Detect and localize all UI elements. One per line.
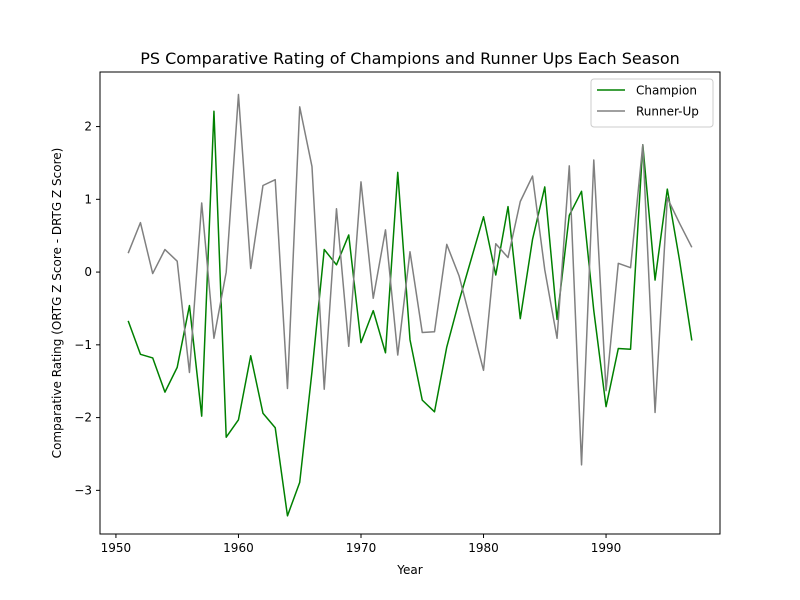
legend-box bbox=[590, 78, 714, 128]
x-tick-label: 1990 bbox=[591, 541, 622, 555]
legend: Champion Runner-Up bbox=[590, 78, 714, 128]
y-tick-label: −1 bbox=[74, 338, 92, 352]
x-axis: 1950 1960 1970 1980 1990 bbox=[101, 534, 622, 555]
y-tick-label: 1 bbox=[84, 192, 92, 206]
x-tick-label: 1970 bbox=[346, 541, 377, 555]
y-tick-label: −3 bbox=[74, 483, 92, 497]
x-tick-label: 1980 bbox=[468, 541, 499, 555]
axes-frame bbox=[99, 71, 721, 535]
x-axis-label: Year bbox=[396, 563, 422, 577]
legend-label-runner-up: Runner-Up bbox=[636, 105, 699, 119]
y-tick-label: 0 bbox=[84, 265, 92, 279]
x-tick-label: 1950 bbox=[101, 541, 132, 555]
legend-label-champion: Champion bbox=[636, 84, 697, 98]
series-line-champion bbox=[127, 110, 693, 517]
plot-area bbox=[127, 93, 693, 517]
y-tick-label: −2 bbox=[74, 411, 92, 425]
y-axis: −3 −2 −1 0 1 2 bbox=[74, 120, 100, 497]
y-axis-label: Comparative Rating (ORTG Z Score - DRTG … bbox=[50, 148, 64, 459]
y-tick-label: 2 bbox=[84, 120, 92, 134]
chart-title: PS Comparative Rating of Champions and R… bbox=[140, 49, 680, 68]
x-tick-label: 1960 bbox=[223, 541, 254, 555]
series-line-runner-up bbox=[127, 93, 693, 466]
